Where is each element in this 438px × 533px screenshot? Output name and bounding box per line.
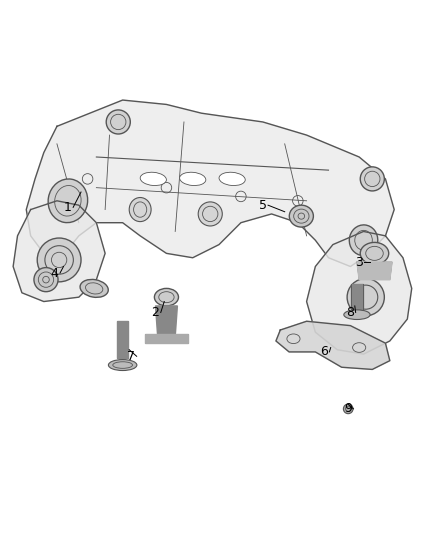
- Polygon shape: [26, 100, 394, 266]
- Ellipse shape: [289, 205, 314, 227]
- Ellipse shape: [140, 172, 166, 185]
- Text: 7: 7: [127, 350, 135, 363]
- Polygon shape: [13, 201, 105, 302]
- Polygon shape: [351, 284, 363, 312]
- Text: 5: 5: [259, 199, 267, 212]
- Ellipse shape: [180, 172, 206, 185]
- Ellipse shape: [154, 288, 178, 306]
- Ellipse shape: [343, 404, 353, 414]
- Polygon shape: [307, 231, 412, 354]
- Ellipse shape: [198, 202, 222, 226]
- Polygon shape: [145, 334, 188, 343]
- Ellipse shape: [106, 110, 131, 134]
- Text: 3: 3: [355, 256, 363, 269]
- Ellipse shape: [347, 279, 384, 316]
- Text: 9: 9: [344, 402, 352, 415]
- Ellipse shape: [80, 279, 108, 297]
- Text: 4: 4: [51, 266, 59, 280]
- Ellipse shape: [349, 225, 378, 255]
- Ellipse shape: [109, 360, 137, 370]
- Text: 2: 2: [152, 306, 159, 319]
- Polygon shape: [155, 306, 177, 336]
- Ellipse shape: [360, 243, 389, 264]
- Polygon shape: [117, 321, 128, 359]
- Ellipse shape: [34, 268, 58, 292]
- Ellipse shape: [48, 179, 88, 223]
- Ellipse shape: [360, 167, 385, 191]
- Polygon shape: [276, 321, 390, 369]
- Ellipse shape: [219, 172, 245, 185]
- Ellipse shape: [344, 310, 370, 319]
- Text: 1: 1: [64, 201, 72, 214]
- Text: 6: 6: [320, 345, 328, 358]
- Text: 8: 8: [346, 306, 354, 319]
- Ellipse shape: [129, 198, 151, 222]
- Polygon shape: [357, 262, 392, 280]
- Ellipse shape: [37, 238, 81, 282]
